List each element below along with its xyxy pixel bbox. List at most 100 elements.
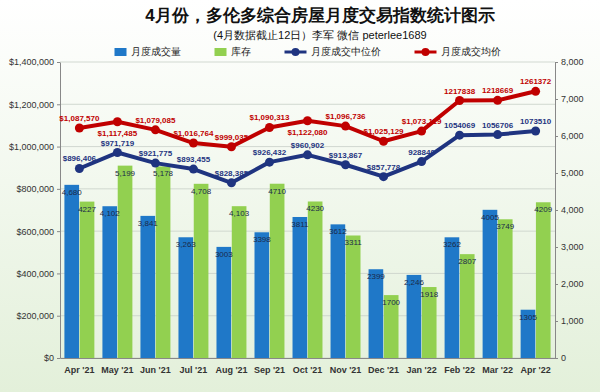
data-label: 1305: [519, 313, 537, 322]
tick-label: May '21: [101, 365, 133, 375]
data-label: $828,385: [215, 169, 249, 178]
tick-label: Jan '22: [406, 365, 436, 375]
tick-label: 1,000: [561, 316, 584, 326]
line: [79, 91, 535, 146]
data-label: $1,025,129: [364, 127, 405, 136]
tick: Jul '21: [180, 365, 208, 375]
bar: [118, 166, 133, 358]
data-label: $1,016,764: [173, 129, 214, 138]
tick-label: 0: [561, 353, 566, 363]
marker: [417, 157, 426, 166]
marker: [455, 131, 464, 140]
marker: [75, 124, 84, 133]
marker: [227, 178, 236, 187]
data-label: 3811: [291, 220, 309, 229]
tick-label: Mar '22: [482, 365, 513, 375]
data-label: 1054069: [444, 121, 476, 130]
tick-label: $1,400,000: [9, 57, 54, 67]
data-label: $893,455: [177, 155, 211, 164]
tick: 4,000: [555, 205, 584, 215]
tick-mark: [555, 173, 558, 174]
title: 4月份，多伦多综合房屋月度交易指数统计图示: [145, 6, 494, 25]
tick: 2,000: [555, 279, 584, 289]
x-axis: Apr '21May '21Jun '21Jul '21Aug '21Sep '…: [61, 359, 556, 376]
grid-line: [60, 358, 555, 359]
tick: $600,000: [16, 227, 60, 237]
tick: $1,200,000: [9, 100, 60, 110]
marker: [417, 127, 426, 136]
marker: [531, 87, 540, 96]
tick: Nov '21: [330, 365, 362, 375]
tick: Mar '22: [482, 365, 513, 375]
data-label: 2807: [458, 257, 476, 266]
tick: 5,000: [555, 168, 584, 178]
marker: [113, 148, 122, 157]
tick-label: 8,000: [561, 57, 584, 67]
tick-label: $400,000: [16, 269, 54, 279]
tick: 1,000: [555, 316, 584, 326]
tick: $800,000: [16, 184, 60, 194]
tick-label: 3,000: [561, 242, 584, 252]
data-label: 928840: [408, 148, 435, 157]
marker: [151, 159, 160, 168]
marker: [303, 150, 312, 159]
data-label: 1073510: [520, 117, 552, 126]
tick: 7,000: [555, 94, 584, 104]
marker: [493, 96, 502, 105]
tick-mark: [555, 99, 558, 100]
data-label: 1700: [382, 298, 400, 307]
tick-label: 2,000: [561, 279, 584, 289]
legend-label: 月度成交均价: [441, 46, 501, 57]
data-label: 4227: [78, 205, 96, 214]
tick-label: 6,000: [561, 131, 584, 141]
bar: [536, 202, 551, 358]
tick: Aug '21: [215, 365, 247, 375]
axis-line: [61, 358, 556, 359]
data-label: 5,178: [153, 169, 174, 178]
bar: [64, 185, 79, 358]
tick-mark: [57, 104, 60, 105]
tick-label: Aug '21: [215, 365, 247, 375]
tick-mark: [555, 136, 558, 137]
marker: [265, 123, 274, 132]
data-label: 4710: [268, 187, 286, 196]
marker: [341, 160, 350, 169]
y2-axis: 0 1,000 2,000 3,000 4,000 5,000 6,000 7,000 8,00…: [555, 57, 584, 363]
tick-label: $1,000,000: [9, 142, 54, 152]
bar: [293, 217, 308, 358]
data-label: 1218669: [482, 86, 514, 95]
data-label: $913,867: [329, 151, 363, 160]
data-label: 2399: [367, 272, 385, 281]
legend-marker: [292, 48, 300, 56]
data-label: $857,778: [367, 163, 401, 172]
line: [79, 131, 535, 183]
tick-mark: [555, 247, 558, 248]
tick-label: Jun '21: [140, 365, 171, 375]
legend-marker: [422, 48, 430, 56]
bar: [483, 210, 498, 358]
tick: Sep '21: [254, 365, 285, 375]
data-label: 1056706: [482, 121, 514, 130]
data-label: 4,708: [191, 187, 212, 196]
legend-swatch: [215, 48, 227, 56]
legend-label: 月度成交中位价: [311, 46, 381, 57]
tick-label: $1,200,000: [9, 100, 54, 110]
tick-mark: [57, 147, 60, 148]
y-axis: $0$200,000$400,000$600,000$800,000$1,000…: [9, 57, 61, 363]
tick: 3,000: [555, 242, 584, 252]
data-label: 4209: [534, 205, 552, 214]
tick-label: Jul '21: [180, 365, 208, 375]
marks: [64, 87, 550, 358]
subtitle: (4月数据截止12日）李军 微信 peterlee1689: [213, 29, 426, 41]
data-label: 5,199: [115, 169, 136, 178]
tick-mark: [555, 62, 558, 63]
tick: 0: [555, 353, 566, 363]
data-label: 3612: [329, 227, 347, 236]
tick-mark: [57, 189, 60, 190]
data-label: 4,680: [62, 188, 83, 197]
tick-mark: [57, 231, 60, 232]
data-label: 3,263: [176, 240, 197, 249]
bar: [255, 232, 270, 358]
marker: [189, 165, 198, 174]
bar: [498, 219, 513, 358]
